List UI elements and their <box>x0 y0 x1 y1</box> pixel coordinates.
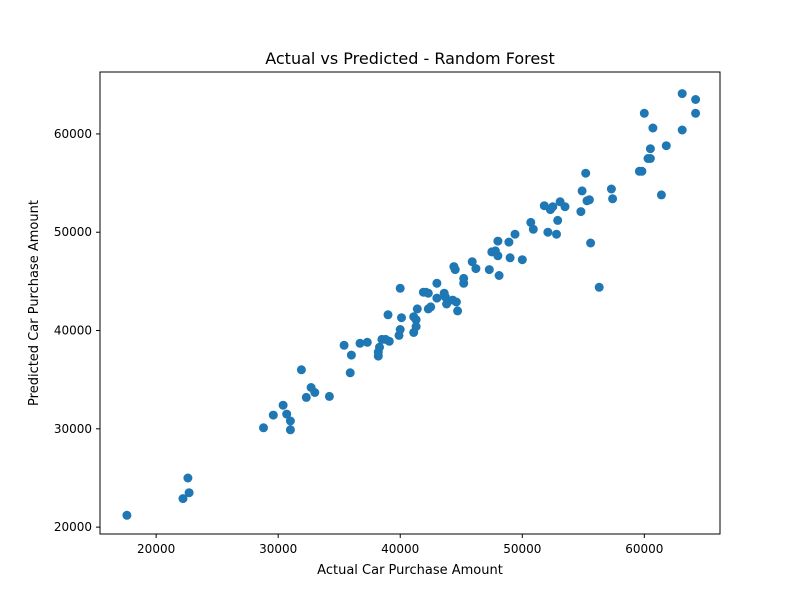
data-point <box>375 342 384 352</box>
data-point <box>346 350 356 360</box>
y-tick-label: 40000 <box>54 324 92 338</box>
plot-area-frame <box>99 71 721 535</box>
data-point <box>301 392 311 402</box>
y-axis-ticks: 20000 30000 40000 50000 60000 <box>54 127 100 534</box>
data-point <box>285 416 295 426</box>
data-point <box>183 473 193 483</box>
x-tick-label: 50000 <box>503 542 541 556</box>
data-point <box>645 154 655 163</box>
data-point <box>560 202 570 212</box>
data-point <box>677 125 687 135</box>
data-point <box>645 144 655 154</box>
data-point <box>471 264 481 274</box>
x-tick-label: 60000 <box>625 542 663 556</box>
data-point <box>339 340 349 350</box>
data-point <box>691 95 701 104</box>
data-point <box>324 391 334 401</box>
data-point <box>412 304 422 314</box>
data-point <box>122 510 132 520</box>
data-point <box>577 186 587 196</box>
data-point <box>494 271 504 280</box>
data-point <box>608 194 618 204</box>
data-point <box>453 306 463 316</box>
data-point <box>184 488 194 498</box>
data-point <box>510 229 520 239</box>
data-point <box>656 190 666 200</box>
y-axis-label: Predicted Car Purchase Amount <box>27 200 42 406</box>
data-point <box>268 410 278 420</box>
x-tick-label: 40000 <box>381 542 419 556</box>
data-point <box>384 336 394 346</box>
data-points <box>122 89 701 520</box>
y-tick-label: 60000 <box>54 127 92 141</box>
x-tick-label: 30000 <box>259 542 297 556</box>
data-point <box>395 283 405 293</box>
data-point <box>259 423 268 433</box>
data-point <box>451 297 461 307</box>
data-point <box>548 202 558 212</box>
data-point <box>504 237 514 247</box>
data-point <box>493 236 503 246</box>
data-point <box>345 368 355 378</box>
data-point <box>395 325 405 334</box>
data-point <box>459 273 469 283</box>
data-point <box>648 123 658 133</box>
data-point <box>517 255 527 265</box>
data-point <box>543 227 553 237</box>
data-point <box>552 229 561 239</box>
data-point <box>426 302 436 312</box>
x-axis-ticks: 20000 30000 40000 50000 60000 <box>137 534 663 556</box>
data-point <box>493 251 503 261</box>
data-point <box>285 425 295 435</box>
data-point <box>178 494 188 504</box>
data-point <box>467 257 477 267</box>
data-point <box>397 313 406 323</box>
data-point <box>639 108 649 118</box>
data-point <box>581 168 591 178</box>
data-point <box>526 217 536 227</box>
data-point <box>528 224 538 234</box>
data-point <box>661 141 671 151</box>
data-point <box>584 195 594 205</box>
data-point <box>691 108 701 118</box>
data-point <box>362 337 372 347</box>
data-point <box>594 282 604 292</box>
y-tick-label: 30000 <box>54 422 92 436</box>
data-point <box>440 292 450 302</box>
data-point <box>355 338 365 348</box>
y-tick-label: 20000 <box>54 520 92 534</box>
data-point <box>586 238 596 248</box>
data-point <box>553 215 563 225</box>
data-point <box>310 388 320 397</box>
chart-title: Actual vs Predicted - Random Forest <box>265 49 555 68</box>
data-point <box>505 253 515 263</box>
data-point <box>278 400 288 410</box>
x-axis-label: Actual Car Purchase Amount <box>317 563 503 578</box>
data-point <box>576 207 586 217</box>
data-point <box>296 365 306 375</box>
data-point <box>432 278 442 288</box>
y-tick-label: 50000 <box>54 225 92 239</box>
data-point <box>383 310 393 320</box>
data-point <box>282 409 292 419</box>
data-point <box>432 293 442 303</box>
data-point <box>484 265 494 275</box>
data-point <box>411 322 421 332</box>
data-point <box>637 166 647 176</box>
x-tick-label: 20000 <box>137 542 175 556</box>
data-point <box>450 265 460 275</box>
data-point <box>423 288 433 298</box>
data-point <box>606 184 616 194</box>
data-point <box>677 89 687 99</box>
data-point <box>411 315 421 325</box>
